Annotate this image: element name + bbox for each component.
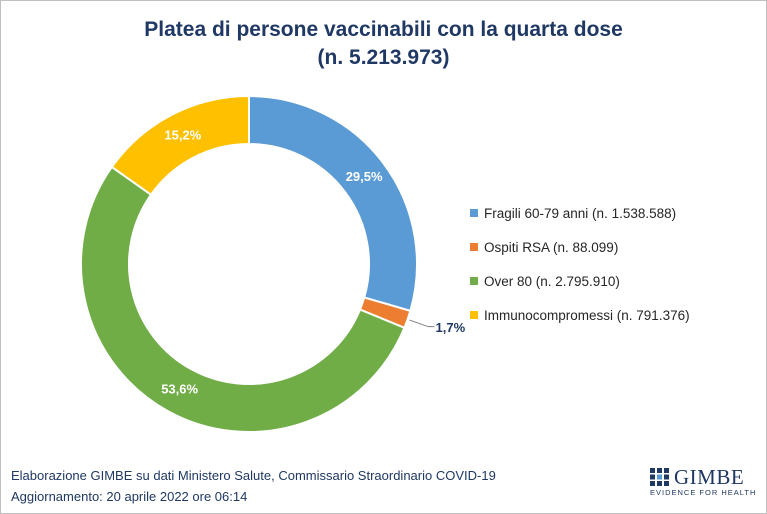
donut-slice-2 (80, 165, 406, 433)
legend-label-0: Fragili 60-79 anni (n. 1.538.588) (484, 205, 677, 221)
legend-item-1: Ospiti RSA (n. 88.099) (470, 230, 690, 264)
donut-slice-0 (248, 94, 418, 313)
legend-label-2: Over 80 (n. 2.795.910) (484, 273, 620, 289)
chart-title-line2: (n. 5.213.973) (317, 46, 450, 69)
legend-swatch-3 (470, 311, 478, 319)
legend-swatch-0 (470, 209, 478, 217)
legend-swatch-2 (470, 277, 478, 285)
data-label-0: 29,5% (346, 169, 383, 184)
gimbe-logo-icon (650, 468, 669, 486)
gimbe-logo-name: GIMBE (674, 465, 745, 489)
gimbe-logo: GIMBE EVIDENCE FOR HEALTH (650, 465, 760, 505)
donut-slice-3 (110, 94, 250, 197)
data-label-2: 53,6% (161, 382, 198, 397)
legend-item-2: Over 80 (n. 2.795.910) (470, 264, 690, 298)
data-label-3: 15,2% (164, 128, 201, 143)
footer-source: Elaborazione GIMBE su dati Ministero Sal… (11, 468, 496, 483)
data-label-1: 1,7% (436, 320, 466, 335)
legend-item-0: Fragili 60-79 anni (n. 1.538.588) (470, 196, 690, 230)
legend-item-3: Immunocompromessi (n. 791.376) (470, 298, 690, 332)
legend-label-1: Ospiti RSA (n. 88.099) (484, 239, 619, 255)
legend-label-3: Immunocompromessi (n. 791.376) (484, 307, 690, 323)
chart-title-line1: Platea di persone vaccinabili con la qua… (144, 18, 623, 41)
legend-swatch-1 (470, 243, 478, 251)
footer-credits: Elaborazione GIMBE su dati Ministero Sal… (11, 465, 496, 507)
leader-line-1 (409, 319, 435, 328)
chart-title: Platea di persone vaccinabili con la qua… (0, 16, 767, 72)
gimbe-logo-tagline: EVIDENCE FOR HEALTH (650, 488, 757, 497)
chart-legend: Fragili 60-79 anni (n. 1.538.588) Ospiti … (470, 196, 690, 332)
footer-update: Aggiornamento: 20 aprile 2022 ore 06:14 (11, 489, 248, 504)
